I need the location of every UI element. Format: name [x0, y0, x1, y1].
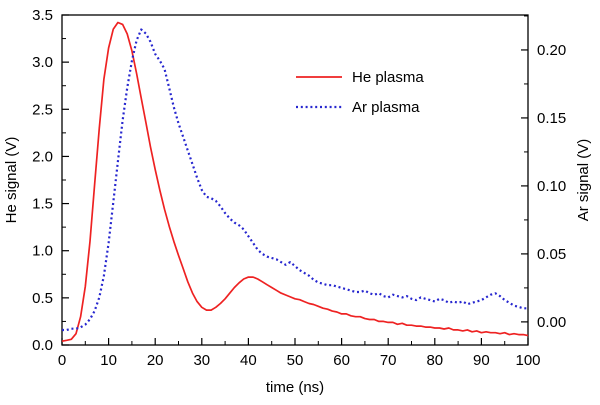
right-tick-label: 0.20 — [537, 42, 566, 59]
x-tick-label: 60 — [333, 352, 350, 369]
right-axis-title: Ar signal (V) — [575, 139, 592, 222]
right-tick-label: 0.10 — [537, 178, 566, 195]
left-tick-label: 0.5 — [32, 290, 53, 307]
x-tick-label: 50 — [287, 352, 304, 369]
left-tick-label: 3.5 — [32, 7, 53, 24]
legend-label-ar-plasma: Ar plasma — [352, 99, 420, 116]
left-tick-label: 1.5 — [32, 196, 53, 213]
legend-label-he-plasma: He plasma — [352, 69, 424, 86]
right-tick-label: 0.15 — [537, 110, 566, 127]
left-axis-title: He signal (V) — [3, 137, 20, 224]
right-tick-label: 0.00 — [537, 314, 566, 331]
x-tick-label: 90 — [473, 352, 490, 369]
x-axis-title: time (ns) — [266, 379, 324, 396]
left-tick-label: 2.0 — [32, 148, 53, 165]
he-plasma-curve — [61, 21, 529, 343]
plot-frame — [61, 14, 529, 346]
right-tick-label: 0.05 — [537, 246, 566, 263]
x-tick-label: 100 — [515, 352, 540, 369]
x-tick-label: 80 — [426, 352, 443, 369]
left-tick-label: 3.0 — [32, 54, 53, 71]
chart-generated-layer: 0 10 20 30 40 50 60 70 80 90 100 0.0 0.5 1.0 1.5 2.0 2.5… — [32, 7, 566, 369]
x-tick-label: 40 — [240, 352, 257, 369]
left-tick-label: 1.0 — [32, 243, 53, 260]
left-tick-label: 0.0 — [32, 337, 53, 354]
left-tick-label: 2.5 — [32, 101, 53, 118]
x-tick-label: 20 — [147, 352, 164, 369]
x-tick-label: 0 — [58, 352, 66, 369]
x-tick-label: 10 — [100, 352, 117, 369]
x-tick-label: 30 — [193, 352, 210, 369]
x-tick-label: 70 — [380, 352, 397, 369]
ar-plasma-curve — [62, 28, 528, 332]
